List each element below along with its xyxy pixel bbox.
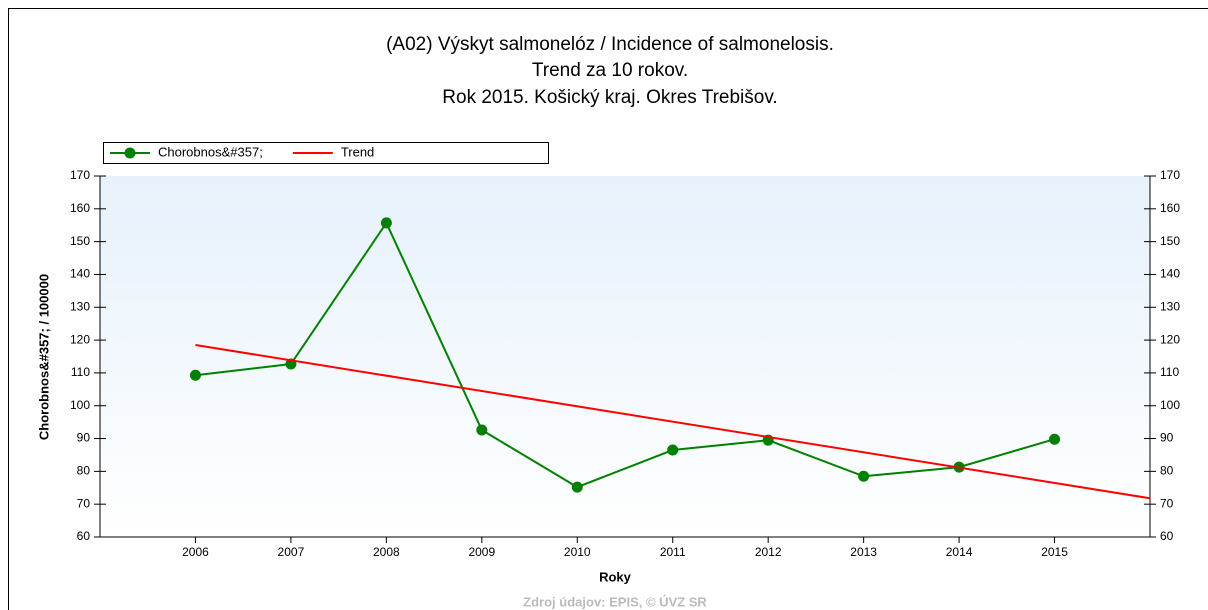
legend-label: Chorobnos&#357; bbox=[158, 144, 263, 159]
y-tick-label: 150 bbox=[70, 234, 90, 248]
y2-tick-label: 90 bbox=[1160, 431, 1174, 445]
y-tick-label: 70 bbox=[77, 496, 91, 510]
point bbox=[1049, 433, 1061, 445]
y2-tick-label: 60 bbox=[1160, 529, 1174, 543]
y2-tick-label: 120 bbox=[1160, 332, 1180, 346]
x-tick-label: 2011 bbox=[660, 545, 686, 559]
y2-tick-label: 160 bbox=[1160, 201, 1180, 215]
point bbox=[476, 424, 488, 436]
y2-tick-label: 140 bbox=[1160, 267, 1180, 281]
x-tick-label: 2008 bbox=[373, 545, 400, 559]
y-tick-label: 120 bbox=[70, 332, 90, 346]
y2-tick-label: 80 bbox=[1160, 464, 1174, 478]
point bbox=[667, 444, 679, 456]
x-tick-label: 2010 bbox=[564, 545, 591, 559]
y2-tick-label: 100 bbox=[1160, 398, 1180, 412]
x-tick-label: 2009 bbox=[468, 545, 495, 559]
y2-tick-label: 150 bbox=[1160, 234, 1180, 248]
x-axis-label: Roky bbox=[599, 569, 632, 584]
x-tick-label: 2012 bbox=[755, 545, 782, 559]
point bbox=[189, 369, 201, 381]
chart-title: (A02) Výskyt salmonelóz / Incidence of s… bbox=[386, 34, 834, 55]
y-tick-label: 60 bbox=[77, 529, 91, 543]
y-tick-label: 100 bbox=[70, 398, 90, 412]
point bbox=[380, 217, 392, 229]
legend-label: Trend bbox=[341, 144, 374, 159]
x-tick-label: 2014 bbox=[946, 545, 973, 559]
y-tick-label: 140 bbox=[70, 267, 90, 281]
y-tick-label: 130 bbox=[70, 299, 90, 313]
chart-title: Trend za 10 rokov. bbox=[532, 60, 688, 81]
x-tick-label: 2015 bbox=[1041, 545, 1068, 559]
y-axis-label: Chorobnos&#357; / 100000 bbox=[36, 274, 51, 440]
y2-tick-label: 170 bbox=[1160, 168, 1180, 182]
source: Zdroj údajov: EPIS, © ÚVZ SR bbox=[523, 594, 707, 609]
y-tick-label: 110 bbox=[71, 365, 90, 379]
y2-tick-label: 130 bbox=[1160, 299, 1180, 313]
y-tick-label: 80 bbox=[77, 464, 91, 478]
y-tick-label: 90 bbox=[77, 431, 91, 445]
plot-area bbox=[100, 176, 1150, 537]
series-line bbox=[195, 220, 1055, 489]
chart-title: Rok 2015. Košický kraj. Okres Trebišov. bbox=[442, 87, 777, 108]
y-tick-label: 170 bbox=[70, 168, 90, 182]
x-tick-label: 2013 bbox=[850, 545, 877, 559]
y2-tick-label: 70 bbox=[1160, 496, 1174, 510]
y2-tick-label: 110 bbox=[1160, 365, 1179, 379]
point bbox=[858, 470, 870, 482]
x-tick-label: 2007 bbox=[278, 545, 305, 559]
x-tick-label: 2006 bbox=[182, 545, 209, 559]
point bbox=[571, 481, 583, 493]
legend-marker bbox=[124, 147, 136, 159]
series-line bbox=[195, 344, 1151, 500]
y-tick-label: 160 bbox=[70, 201, 90, 215]
